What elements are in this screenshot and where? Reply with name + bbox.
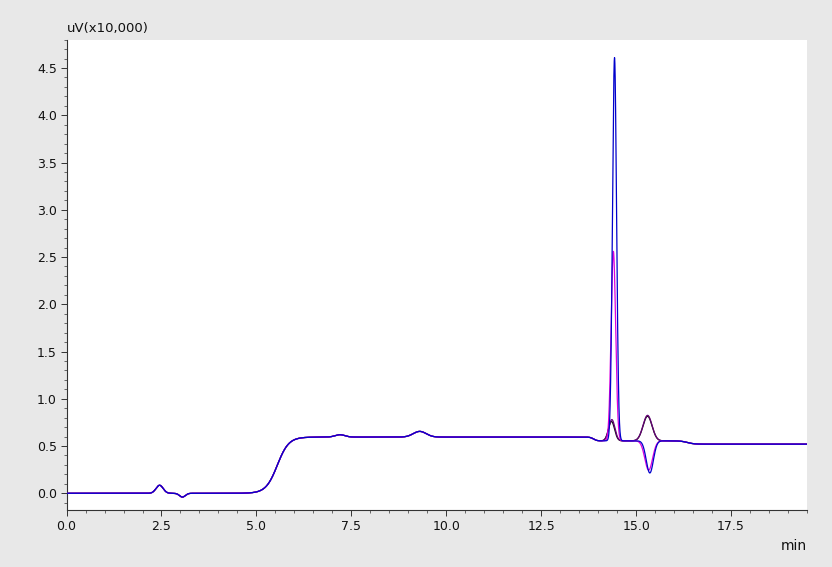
Text: uV(x10,000): uV(x10,000)	[67, 22, 148, 35]
Text: min: min	[781, 539, 807, 552]
